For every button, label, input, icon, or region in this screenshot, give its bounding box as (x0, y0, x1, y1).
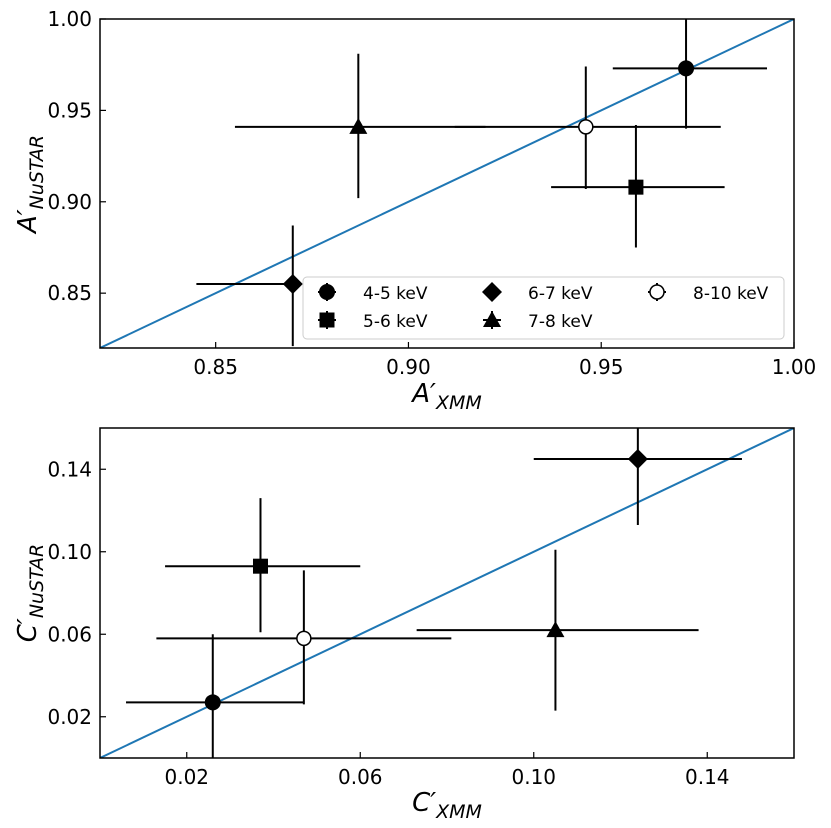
top-y-axis-label: A′NuSTAR (13, 135, 48, 235)
top-x-tick-label: 1.00 (772, 355, 817, 379)
top-y-tick-label: 1.00 (47, 7, 92, 31)
top-y-tick-label: 0.95 (47, 98, 92, 122)
open-circle-marker (649, 284, 665, 300)
bottom-y-tick-label: 0.14 (47, 457, 92, 481)
bottom-x-axis-label: C′XMM (412, 788, 482, 823)
top-point-4-5-kev (612, 19, 768, 129)
top-x-axis-label: A′XMM (410, 379, 482, 414)
legend-symbol-8-10-kev (648, 283, 666, 301)
bottom-point-5-6-kev (165, 498, 361, 633)
square-marker (628, 179, 644, 195)
legend: 4-5 keV 5-6 keV 6-7 keV 7-8 keV 8-10 keV (302, 276, 785, 340)
bottom-y-tick-label: 0.10 (47, 540, 92, 564)
legend-symbol-5-6-kev (318, 311, 336, 329)
circle-marker (678, 60, 695, 77)
bottom-x-tick-label: 0.14 (685, 765, 730, 789)
diamond-marker (282, 274, 303, 295)
bottom-panel: 0.02 0.06 0.10 0.14 0.02 0.06 0.10 0.14 C′XMM C… (13, 427, 795, 823)
bottom-point-8-10-kev (156, 570, 452, 705)
open-circle-marker (578, 119, 594, 135)
bottom-x-tick-label: 0.02 (164, 765, 209, 789)
square-marker (319, 312, 335, 328)
bottom-x-tick-label: 0.06 (338, 765, 383, 789)
triangle-marker (483, 311, 501, 327)
top-point-6-7-kev (196, 225, 303, 347)
top-point-5-6-kev (551, 125, 725, 248)
legend-label-8-10-kev: 8-10 keV (693, 284, 769, 304)
triangle-marker (546, 621, 565, 638)
legend-symbol-7-8-kev (483, 311, 501, 329)
bottom-point-7-8-kev (416, 549, 699, 711)
circle-marker (204, 694, 221, 711)
bottom-x-tick-label: 0.10 (511, 765, 556, 789)
top-x-tick-label: 0.90 (386, 355, 431, 379)
top-point-8-10-kev (454, 66, 721, 189)
bottom-y-tick-label: 0.06 (47, 622, 92, 646)
top-point-7-8-kev (234, 53, 486, 199)
top-identity-line (100, 19, 794, 348)
bottom-y-tick-label: 0.02 (47, 705, 92, 729)
top-y-tick-label: 0.90 (47, 190, 92, 214)
top-panel: 0.85 0.90 0.95 1.00 0.85 0.90 0.95 1.00 A′XMM A… (13, 7, 816, 414)
legend-label-6-7-kev: 6-7 keV (528, 284, 593, 304)
bottom-point-4-5-kev (126, 634, 304, 758)
square-marker (252, 558, 268, 574)
legend-label-4-5-kev: 4-5 keV (363, 284, 428, 304)
bottom-point-6-7-kev (533, 428, 742, 525)
bottom-y-axis-label: C′NuSTAR (13, 544, 48, 642)
top-plot-frame (99, 18, 795, 349)
bottom-identity-line (100, 428, 794, 758)
bottom-plot-frame (99, 427, 795, 759)
circle-marker (319, 284, 335, 300)
top-x-tick-label: 0.85 (193, 355, 238, 379)
legend-symbol-4-5-kev (318, 283, 336, 301)
legend-label-7-8-kev: 7-8 keV (528, 312, 593, 332)
top-x-tick-label: 0.95 (579, 355, 624, 379)
diamond-marker (482, 282, 502, 302)
open-circle-marker (296, 630, 312, 647)
legend-symbol-6-7-kev (482, 282, 502, 302)
triangle-marker (349, 117, 368, 134)
diamond-marker (627, 448, 648, 469)
legend-label-5-6-kev: 5-6 keV (363, 312, 428, 332)
top-y-tick-label: 0.85 (47, 281, 92, 305)
